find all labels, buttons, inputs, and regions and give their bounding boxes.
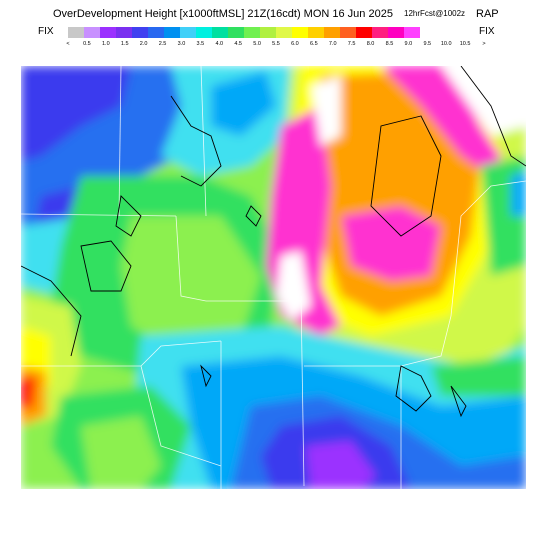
tick-label: < bbox=[66, 41, 70, 47]
color-swatch-20 bbox=[388, 27, 404, 38]
color-swatch-7 bbox=[180, 27, 196, 38]
color-swatch-1 bbox=[84, 27, 100, 38]
color-swatch-4 bbox=[132, 27, 148, 38]
overdevelopment-field bbox=[21, 66, 526, 489]
field-region-e-white bbox=[311, 76, 341, 146]
tick-label: 6.0 bbox=[291, 41, 299, 47]
map-panel bbox=[21, 66, 526, 489]
tick-label: 6.5 bbox=[309, 41, 318, 47]
color-swatch-9 bbox=[212, 27, 228, 38]
field-region-s-purple bbox=[306, 441, 376, 489]
chart-header: OverDevelopment Height [x1000ftMSL] 21Z(… bbox=[0, 0, 548, 62]
tick-label: 4.0 bbox=[215, 41, 224, 47]
tick-label: 4.5 bbox=[234, 41, 242, 47]
field-region-nw-violet bbox=[21, 66, 131, 161]
model-label: RAP bbox=[476, 8, 499, 20]
color-swatch-3 bbox=[116, 27, 132, 38]
tick-label: 9.0 bbox=[404, 41, 413, 47]
tick-label: 5.0 bbox=[253, 41, 261, 47]
tick-label: 9.5 bbox=[423, 41, 432, 47]
tick-label: 3.5 bbox=[196, 41, 205, 47]
map-svg bbox=[21, 66, 526, 489]
tick-label: 8.0 bbox=[366, 41, 375, 47]
field-region-e-white2 bbox=[276, 251, 311, 321]
color-swatch-15 bbox=[308, 27, 324, 38]
color-swatch-12 bbox=[260, 27, 276, 38]
tick-label: 5.5 bbox=[272, 41, 280, 47]
tick-label: 3.0 bbox=[177, 41, 186, 47]
field-region-n-blue2 bbox=[211, 71, 276, 136]
tick-label: 7.0 bbox=[328, 41, 337, 47]
color-swatch-5 bbox=[148, 27, 164, 38]
color-swatch-8 bbox=[196, 27, 212, 38]
color-swatch-0 bbox=[68, 27, 84, 38]
field-region-ne-lightblue bbox=[511, 171, 526, 216]
color-swatch-13 bbox=[276, 27, 292, 38]
field-region-c-lightgreen bbox=[121, 216, 261, 356]
field-region-sw-lightgreen bbox=[81, 416, 161, 489]
tick-label: > bbox=[482, 41, 486, 47]
color-swatch-17 bbox=[340, 27, 356, 38]
state-boundaries bbox=[21, 66, 526, 489]
color-swatch-21 bbox=[404, 27, 420, 38]
color-swatch-18 bbox=[356, 27, 372, 38]
field-region-se-green bbox=[431, 356, 526, 396]
tick-label: 0.5 bbox=[83, 41, 91, 47]
field-region-e-magenta-n bbox=[381, 66, 501, 176]
tick-label: 1.0 bbox=[101, 41, 110, 47]
color-swatch-16 bbox=[324, 27, 340, 38]
color-swatch-10 bbox=[228, 27, 244, 38]
chart-title: OverDevelopment Height [x1000ftMSL] 21Z(… bbox=[53, 8, 393, 20]
tick-label: 2.0 bbox=[139, 41, 148, 47]
color-swatch-14 bbox=[292, 27, 308, 38]
color-scale-ticks: <0.5 1.0 1.5 2.0 2.5 3.0 3.5 4.0 4.5 5.0 5.5 6.0 6.5… bbox=[60, 41, 490, 51]
tick-label: 10.5 bbox=[459, 41, 471, 47]
tick-label: 10.0 bbox=[440, 41, 452, 47]
color-swatch-11 bbox=[244, 27, 260, 38]
tick-label: 2.5 bbox=[158, 41, 167, 47]
fix-right-label: FIX bbox=[479, 26, 495, 37]
color-scale bbox=[68, 27, 420, 38]
fix-left-label: FIX bbox=[38, 26, 54, 37]
tick-label: 1.5 bbox=[120, 41, 129, 47]
tick-label: 7.5 bbox=[347, 41, 356, 47]
forecast-run-label: 12hrFcst@1002z bbox=[404, 9, 466, 18]
color-swatch-6 bbox=[164, 27, 180, 38]
field-region-e-magenta2 bbox=[341, 206, 441, 281]
tick-label: 8.5 bbox=[385, 41, 394, 47]
color-swatch-19 bbox=[372, 27, 388, 38]
field-region-ne-white bbox=[441, 66, 526, 136]
terrain-contours bbox=[21, 66, 526, 418]
color-swatch-2 bbox=[100, 27, 116, 38]
field-region-sw-red bbox=[21, 376, 36, 411]
